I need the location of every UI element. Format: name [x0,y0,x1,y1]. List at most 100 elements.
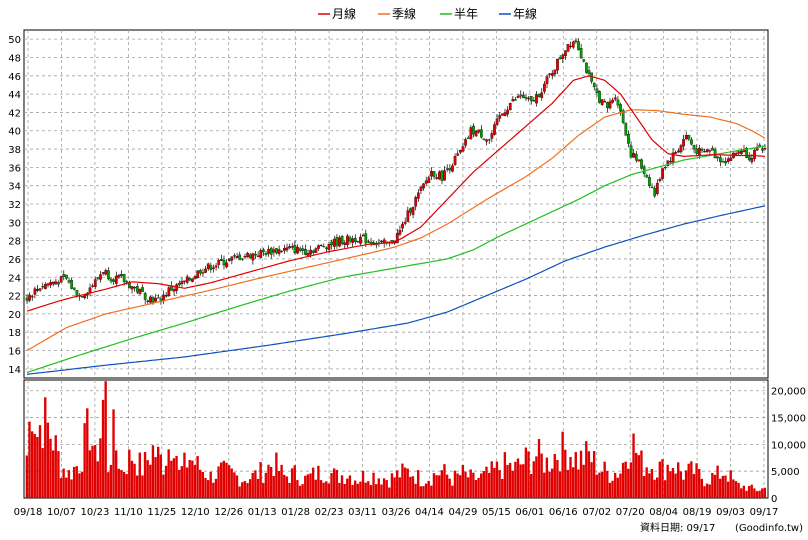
volume-tick-label: 0 [771,494,777,505]
ma-line-month [26,75,766,312]
candle-body [682,139,685,147]
volume-bar [566,469,570,498]
volume-panel: 0 5,000 10,000 15,000 20,000 [23,379,806,505]
candle-body [498,115,502,119]
volume-bar [149,464,152,498]
candle-body [238,254,242,261]
candle-body [269,247,273,255]
volume-bar [80,471,84,498]
x-tick-label: 09/03 [716,507,745,518]
volume-bar [606,470,609,498]
candle-body [740,151,743,155]
volume-bar [325,481,328,498]
volume-bar [298,485,302,498]
candle-body [180,281,184,285]
candle-body [684,135,688,140]
volume-bar [737,482,740,498]
volume-bar [642,475,646,498]
volume-bar [382,478,386,498]
volume-bar [577,469,580,498]
volume-bar [619,473,622,498]
volume-bar [206,480,210,498]
candle-body [325,247,328,249]
volume-bar [558,471,562,498]
candle-body [301,248,305,251]
volume-bar [199,469,202,498]
volume-bar [162,474,165,498]
volume-bar [57,451,60,498]
volume-bar [88,450,92,498]
candle-body [629,145,633,158]
volume-bar [367,481,370,498]
candle-body [632,152,636,158]
volume-bar [304,475,307,498]
volume-bar [28,421,31,498]
volume-bar [104,381,107,498]
volume-bar [185,467,189,498]
candle-body [516,95,520,98]
volume-bar [579,450,583,498]
volume-bar [288,482,291,498]
volume-bar [251,472,254,498]
candle-body [359,236,362,244]
volume-bar [75,466,78,498]
volume-bar [755,491,759,498]
x-tick-label: 03/11 [348,507,377,518]
candle-body [185,276,189,283]
volume-bar [545,457,549,498]
candle-body [44,284,47,289]
volume-bar [692,474,696,498]
volume-bar [267,464,270,498]
volume-bar [348,475,352,498]
candle-body [214,265,218,268]
candle-body [36,288,39,291]
candle-body [485,139,488,142]
price-tick-label: 36 [8,163,21,174]
candle-body [246,252,249,258]
candle-body [62,273,66,277]
candle-body [51,281,55,285]
candle-body [613,97,617,100]
volume-bar [745,490,748,498]
candle-body [353,237,357,242]
volume-bar [33,434,36,498]
volume-bar [112,409,115,498]
candle-body [650,186,654,188]
volume-bar [65,477,68,498]
candle-body [409,208,412,213]
x-tick-label: 10/07 [47,507,76,518]
candle-body [304,248,307,255]
candle-body [611,99,615,103]
volume-bar [396,470,399,498]
volume-tick-label: 5,000 [771,467,800,478]
volume-bar [311,467,315,498]
candle-body [558,57,562,60]
volume-bar [51,450,55,498]
candle-body [361,235,365,237]
candle-body [419,186,423,191]
volume-bar [248,479,252,498]
data-source-label: (Goodinfo.tw) [735,523,803,534]
volume-bar [637,455,640,498]
volume-bar [233,472,236,498]
volume-bar [650,469,654,498]
x-tick-label: 08/04 [649,507,678,518]
candle-body [406,210,410,222]
candle-body [67,280,71,283]
volume-bar [482,470,486,498]
candle-body [230,256,234,261]
volume-bar [164,465,168,498]
volume-bar [125,474,128,498]
candle-body [280,250,284,252]
volume-bar [83,423,86,498]
candle-body [669,161,672,163]
price-tick-label: 18 [8,328,21,339]
candle-body [149,296,152,303]
candle-body [624,122,628,136]
volume-bar [713,474,717,498]
candle-body [724,161,727,164]
x-tick-label: 09/18 [14,507,43,518]
volume-bar [432,473,436,498]
price-panel: 14 16 18 20 22 24 26 28 30 32 34 36 38 40 42 44 46 48 50 [8,29,769,379]
volume-bar [254,470,257,498]
